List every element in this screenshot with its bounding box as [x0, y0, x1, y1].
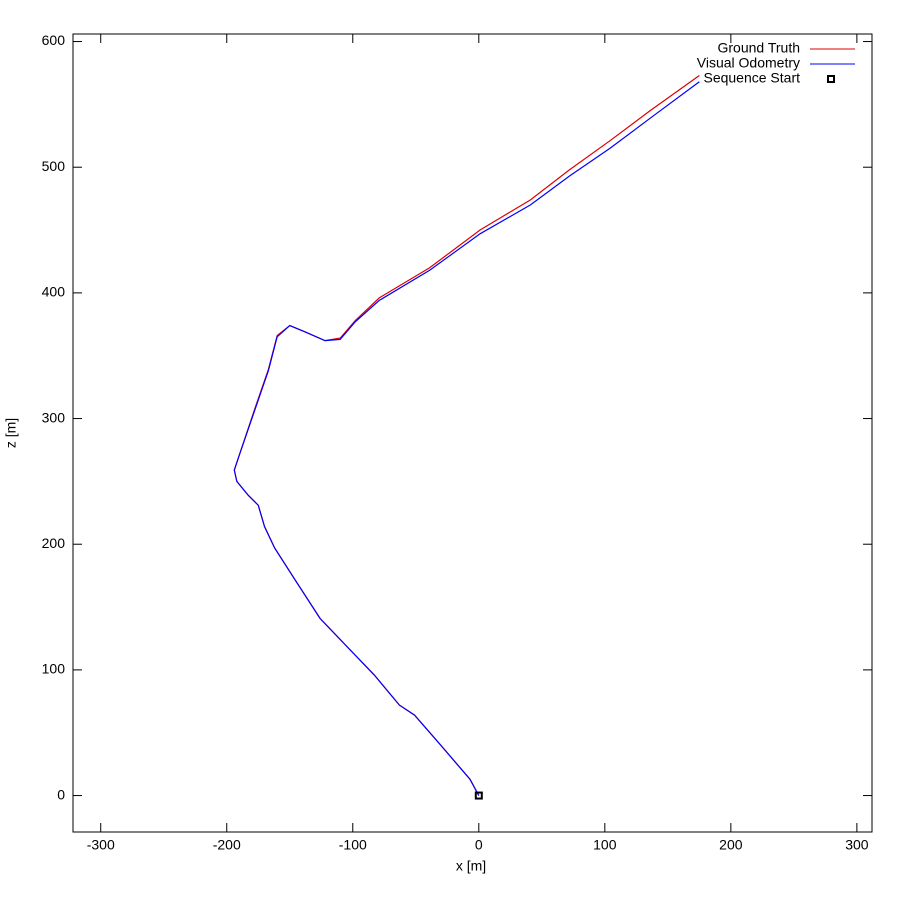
trajectory-line	[233, 81, 700, 796]
y-tick-label: 300	[42, 409, 66, 425]
x-axis-label: x [m]	[456, 858, 486, 874]
trajectory-line	[233, 74, 700, 796]
y-axis-label: z [m]	[3, 418, 19, 448]
legend-label: Ground Truth	[718, 40, 801, 56]
x-tick-label: -200	[213, 837, 241, 853]
y-tick-label: 100	[42, 661, 66, 677]
start-marker	[474, 791, 483, 800]
y-tick-label: 400	[42, 284, 66, 300]
legend-label: Visual Odometry	[697, 55, 800, 71]
x-tick-label: 0	[475, 837, 483, 853]
plot-frame	[72, 33, 873, 833]
x-tick-label: 200	[719, 837, 743, 853]
x-tick-label: -300	[87, 837, 115, 853]
y-tick-label: 0	[57, 786, 65, 802]
y-tick-label: 600	[42, 32, 66, 48]
x-tick-label: 300	[845, 837, 869, 853]
x-tick-label: -100	[339, 837, 367, 853]
legend-marker	[827, 75, 835, 83]
legend-label: Sequence Start	[703, 70, 800, 86]
x-tick-label: 100	[593, 837, 617, 853]
y-tick-label: 200	[42, 535, 66, 551]
y-tick-label: 500	[42, 158, 66, 174]
